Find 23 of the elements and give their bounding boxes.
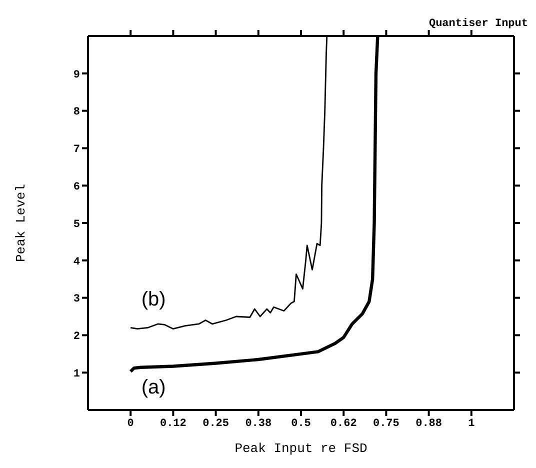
y-tick-label: 8 xyxy=(73,106,80,119)
x-tick-label: 0.5 xyxy=(291,418,312,430)
x-tick-label: 0.62 xyxy=(330,418,357,430)
annotation: (b) xyxy=(141,288,166,311)
y-tick-label: 6 xyxy=(73,182,80,194)
y-tick-label: 1 xyxy=(73,368,80,381)
x-tick-label: 0.88 xyxy=(416,418,442,430)
x-axis-title: Peak Input re FSD xyxy=(234,441,368,456)
x-tick-label: 0.38 xyxy=(245,418,272,430)
x-tick-label: 0.12 xyxy=(160,418,186,430)
x-tick-label: 0.75 xyxy=(372,418,400,430)
x-tick-label: 0 xyxy=(127,418,134,430)
y-tick-label: 3 xyxy=(73,294,80,306)
y-tick-label: 9 xyxy=(73,69,80,82)
x-tick-label: 1 xyxy=(468,418,476,430)
annotation: (a) xyxy=(141,376,166,399)
y-tick-label: 7 xyxy=(73,144,80,156)
y-axis-title: Peak Level xyxy=(14,184,29,262)
y-tick-label: 4 xyxy=(73,256,80,268)
y-tick-label: 5 xyxy=(73,218,80,231)
y-tick-label: 2 xyxy=(73,331,80,344)
chart-title: Quantiser Input xyxy=(428,18,528,30)
x-tick-label: 0.25 xyxy=(202,418,230,430)
